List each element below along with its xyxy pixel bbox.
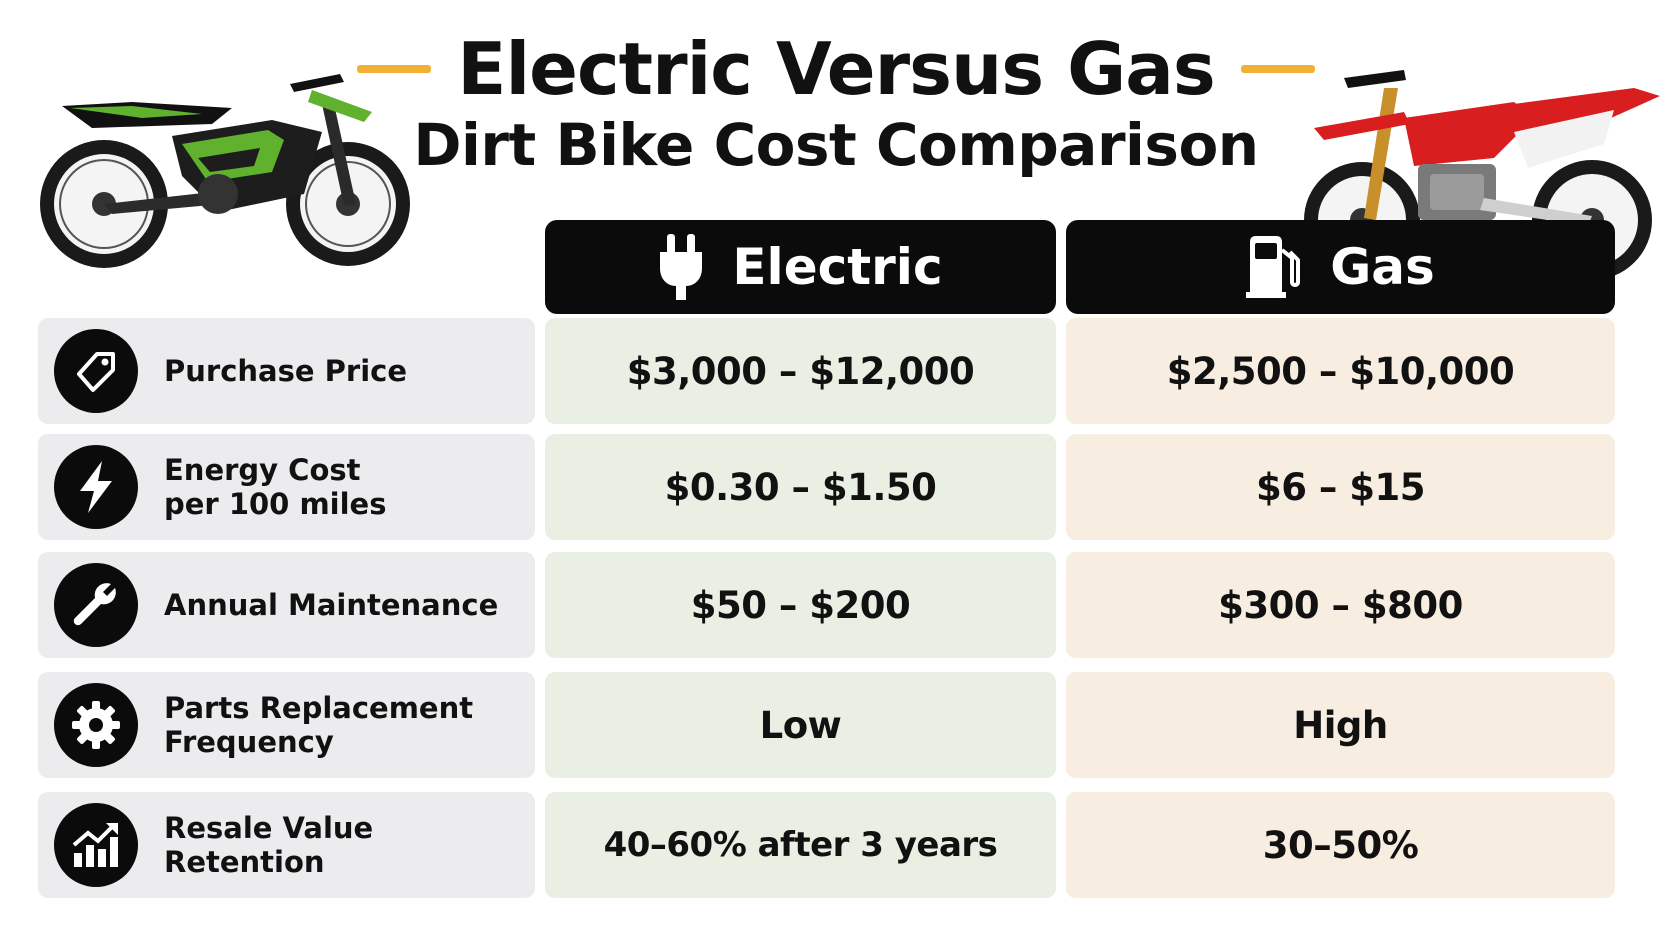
title-block: Electric Versus Gas Dirt Bike Cost Compa… — [0, 28, 1672, 178]
row-label: Energy Cost per 100 miles — [164, 453, 387, 521]
wrench-icon — [54, 563, 138, 647]
row-label-cell: Purchase Price — [38, 318, 535, 424]
row-label: Purchase Price — [164, 354, 407, 388]
gas-value: $2,500 – $10,000 — [1166, 349, 1515, 393]
electric-value-cell: $0.30 – $1.50 — [545, 434, 1056, 540]
title-subtitle: Dirt Bike Cost Comparison — [413, 111, 1259, 179]
electric-value-cell: Low — [545, 672, 1056, 778]
table-row: Purchase Price $3,000 – $12,000 $2,500 –… — [38, 318, 1628, 424]
price-tag-icon — [54, 329, 138, 413]
table-row: Energy Cost per 100 miles $0.30 – $1.50 … — [38, 434, 1628, 540]
row-label-cell: Resale Value Retention — [38, 792, 535, 898]
gas-value: High — [1293, 703, 1388, 747]
electric-value-cell: $50 – $200 — [545, 552, 1056, 658]
gas-value: $6 – $15 — [1256, 465, 1426, 509]
gear-icon — [54, 683, 138, 767]
plug-icon — [660, 234, 703, 300]
table-row: Resale Value Retention 40–60% after 3 ye… — [38, 792, 1628, 898]
title-accent-right — [1240, 65, 1315, 73]
row-label-cell: Energy Cost per 100 miles — [38, 434, 535, 540]
table-row: Annual Maintenance $50 – $200 $300 – $80… — [38, 552, 1628, 658]
gas-value-cell: $6 – $15 — [1066, 434, 1615, 540]
row-label: Parts Replacement Frequency — [164, 691, 474, 759]
gas-value: $300 – $800 — [1218, 583, 1463, 627]
electric-value: $3,000 – $12,000 — [626, 349, 975, 393]
gas-value-cell: High — [1066, 672, 1615, 778]
gas-column-label: Gas — [1330, 238, 1435, 296]
title-accent-left — [357, 65, 432, 73]
gas-value: 30–50% — [1262, 823, 1419, 867]
row-label-cell: Parts Replacement Frequency — [38, 672, 535, 778]
electric-value: $50 – $200 — [690, 583, 911, 627]
title-main: Electric Versus Gas — [457, 27, 1215, 111]
electric-value: Low — [759, 703, 842, 747]
lightning-icon — [54, 445, 138, 529]
electric-value: $0.30 – $1.50 — [664, 465, 937, 509]
gas-value-cell: $2,500 – $10,000 — [1066, 318, 1615, 424]
electric-value-cell: $3,000 – $12,000 — [545, 318, 1056, 424]
electric-dirt-bike-image — [40, 74, 410, 268]
gas-value-cell: $300 – $800 — [1066, 552, 1615, 658]
row-label: Resale Value Retention — [164, 811, 374, 879]
fuel-pump-icon — [1246, 236, 1301, 298]
electric-value: 40–60% after 3 years — [603, 825, 998, 865]
row-label-cell: Annual Maintenance — [38, 552, 535, 658]
gas-column-header: Gas — [1066, 220, 1615, 314]
electric-column-header: Electric — [545, 220, 1056, 314]
growth-chart-icon — [54, 803, 138, 887]
gas-value-cell: 30–50% — [1066, 792, 1615, 898]
electric-value-cell: 40–60% after 3 years — [545, 792, 1056, 898]
title-line-1: Electric Versus Gas — [357, 27, 1315, 111]
row-label: Annual Maintenance — [164, 588, 499, 622]
table-row: Parts Replacement Frequency Low High — [38, 672, 1628, 778]
electric-column-label: Electric — [732, 238, 943, 296]
